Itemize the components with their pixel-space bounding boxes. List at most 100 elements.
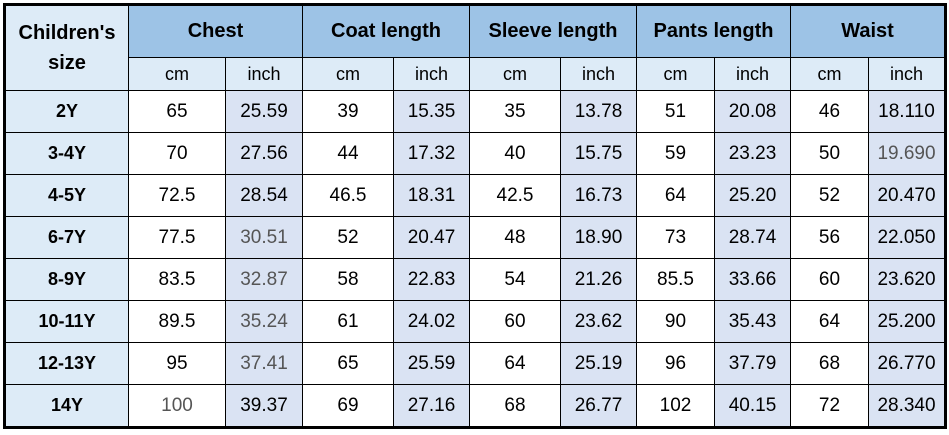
inch-value-cell: 23.62 xyxy=(560,300,637,343)
table-row: 10-11Y 89.5 35.24 61 24.02 60 23.62 90 35.43 64 25… xyxy=(4,300,946,343)
inch-value-cell: 40.15 xyxy=(714,384,791,428)
cm-value-cell: 60 xyxy=(790,258,869,301)
inch-value-cell: 23.23 xyxy=(714,132,791,175)
cm-value-cell: 72 xyxy=(790,384,869,428)
inch-value-cell: 33.66 xyxy=(714,258,791,301)
unit-header-inch: inch xyxy=(225,57,303,91)
inch-value-cell: 17.32 xyxy=(393,132,470,175)
cm-value-cell: 90 xyxy=(636,300,715,343)
unit-header-inch: inch xyxy=(868,57,946,91)
inch-value-cell: 30.51 xyxy=(225,216,303,259)
cm-value-cell: 65 xyxy=(302,342,394,385)
table-row: 2Y 65 25.59 39 15.35 35 13.78 51 20.08 46 18.110 xyxy=(4,90,946,133)
cm-value-cell: 60 xyxy=(469,300,561,343)
inch-value-cell: 26.77 xyxy=(560,384,637,428)
inch-value-cell: 13.78 xyxy=(560,90,637,133)
inch-value-cell: 22.83 xyxy=(393,258,470,301)
inch-value-cell: 37.41 xyxy=(225,342,303,385)
inch-value-cell: 35.24 xyxy=(225,300,303,343)
cm-value-cell: 100 xyxy=(128,384,226,428)
cm-value-cell: 68 xyxy=(790,342,869,385)
inch-value-cell: 16.73 xyxy=(560,174,637,217)
cm-value-cell: 64 xyxy=(790,300,869,343)
cm-value-cell: 46.5 xyxy=(302,174,394,217)
inch-value-cell: 35.43 xyxy=(714,300,791,343)
inch-value-cell: 18.110 xyxy=(868,90,946,133)
inch-value-cell: 18.90 xyxy=(560,216,637,259)
cm-value-cell: 56 xyxy=(790,216,869,259)
size-column-header: Children's size xyxy=(4,4,129,91)
cm-value-cell: 64 xyxy=(636,174,715,217)
inch-value-cell: 19.690 xyxy=(868,132,946,175)
cm-value-cell: 83.5 xyxy=(128,258,226,301)
inch-value-cell: 28.340 xyxy=(868,384,946,428)
table-row: 3-4Y 70 27.56 44 17.32 40 15.75 59 23.23 50 19.690 xyxy=(4,132,946,175)
group-header-coat-length: Coat length xyxy=(302,4,470,58)
inch-value-cell: 25.200 xyxy=(868,300,946,343)
inch-value-cell: 20.47 xyxy=(393,216,470,259)
table-row: 8-9Y 83.5 32.87 58 22.83 54 21.26 85.5 33.66 60 23… xyxy=(4,258,946,301)
unit-header-cm: cm xyxy=(302,57,394,91)
inch-value-cell: 37.79 xyxy=(714,342,791,385)
table-row: 14Y 100 39.37 69 27.16 68 26.77 102 40.15 72 28.34… xyxy=(4,384,946,428)
unit-header-inch: inch xyxy=(560,57,637,91)
unit-header-inch: inch xyxy=(714,57,791,91)
inch-value-cell: 21.26 xyxy=(560,258,637,301)
unit-header-cm: cm xyxy=(469,57,561,91)
size-label: 8-9Y xyxy=(4,258,129,301)
inch-value-cell: 25.20 xyxy=(714,174,791,217)
inch-value-cell: 32.87 xyxy=(225,258,303,301)
cm-value-cell: 95 xyxy=(128,342,226,385)
table-row: 12-13Y 95 37.41 65 25.59 64 25.19 96 37.79 68 26.7… xyxy=(4,342,946,385)
inch-value-cell: 15.75 xyxy=(560,132,637,175)
size-label: 6-7Y xyxy=(4,216,129,259)
inch-value-cell: 15.35 xyxy=(393,90,470,133)
unit-header-cm: cm xyxy=(128,57,226,91)
cm-value-cell: 52 xyxy=(302,216,394,259)
inch-value-cell: 23.620 xyxy=(868,258,946,301)
unit-header-inch: inch xyxy=(393,57,470,91)
inch-value-cell: 27.56 xyxy=(225,132,303,175)
cm-value-cell: 51 xyxy=(636,90,715,133)
cm-value-cell: 52 xyxy=(790,174,869,217)
cm-value-cell: 72.5 xyxy=(128,174,226,217)
group-header-waist: Waist xyxy=(790,4,946,58)
cm-value-cell: 64 xyxy=(469,342,561,385)
size-chart-table: Children's size Chest Coat length Sleeve l… xyxy=(3,3,947,429)
cm-value-cell: 44 xyxy=(302,132,394,175)
unit-header-cm: cm xyxy=(636,57,715,91)
size-label: 10-11Y xyxy=(4,300,129,343)
size-label: 14Y xyxy=(4,384,129,428)
cm-value-cell: 73 xyxy=(636,216,715,259)
cm-value-cell: 46 xyxy=(790,90,869,133)
unit-header-cm: cm xyxy=(790,57,869,91)
cm-value-cell: 61 xyxy=(302,300,394,343)
cm-value-cell: 35 xyxy=(469,90,561,133)
inch-value-cell: 20.470 xyxy=(868,174,946,217)
inch-value-cell: 28.74 xyxy=(714,216,791,259)
inch-value-cell: 25.19 xyxy=(560,342,637,385)
inch-value-cell: 20.08 xyxy=(714,90,791,133)
group-header-sleeve-length: Sleeve length xyxy=(469,4,637,58)
size-label: 2Y xyxy=(4,90,129,133)
inch-value-cell: 24.02 xyxy=(393,300,470,343)
inch-value-cell: 28.54 xyxy=(225,174,303,217)
cm-value-cell: 85.5 xyxy=(636,258,715,301)
inch-value-cell: 27.16 xyxy=(393,384,470,428)
cm-value-cell: 48 xyxy=(469,216,561,259)
inch-value-cell: 25.59 xyxy=(225,90,303,133)
cm-value-cell: 50 xyxy=(790,132,869,175)
table-row: 4-5Y 72.5 28.54 46.5 18.31 42.5 16.73 64 25.20 52… xyxy=(4,174,946,217)
cm-value-cell: 102 xyxy=(636,384,715,428)
group-header-pants-length: Pants length xyxy=(636,4,791,58)
cm-value-cell: 70 xyxy=(128,132,226,175)
cm-value-cell: 40 xyxy=(469,132,561,175)
size-label: 3-4Y xyxy=(4,132,129,175)
inch-value-cell: 25.59 xyxy=(393,342,470,385)
cm-value-cell: 65 xyxy=(128,90,226,133)
inch-value-cell: 22.050 xyxy=(868,216,946,259)
group-header-chest: Chest xyxy=(128,4,303,58)
size-label: 4-5Y xyxy=(4,174,129,217)
cm-value-cell: 68 xyxy=(469,384,561,428)
cm-value-cell: 54 xyxy=(469,258,561,301)
